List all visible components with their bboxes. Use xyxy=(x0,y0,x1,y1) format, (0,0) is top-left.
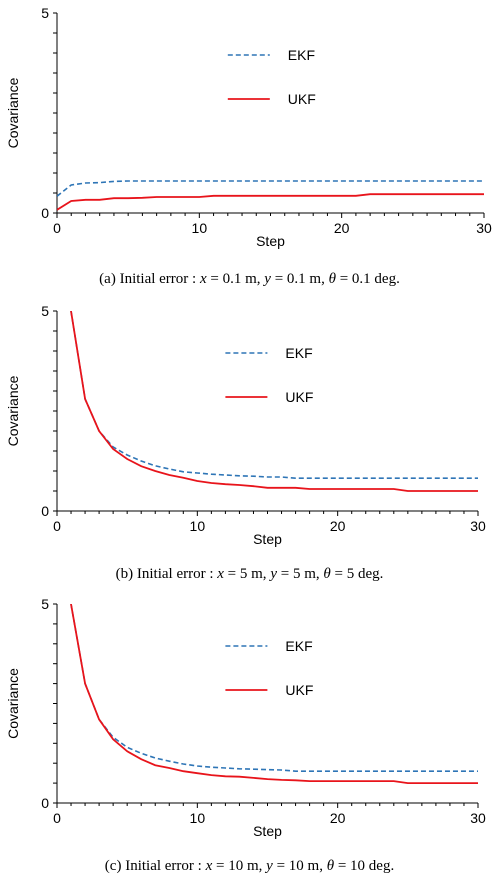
caption-var-theta: θ xyxy=(328,271,336,287)
caption-theta-value: = 0.1 deg. xyxy=(335,271,400,287)
x-tick-label: 20 xyxy=(334,220,350,236)
legend-label-ukf: UKF xyxy=(285,389,313,405)
chart-panel-c: 0 5 0 10 20 30 Step Covariance EKF UKF (c) Initia… xyxy=(0,590,499,884)
caption-var-x: x xyxy=(199,271,207,287)
series-line-ekf xyxy=(57,180,484,197)
chart-panel-b: 0 5 0 10 20 30 Step Covariance EKF UKF (b) Initia… xyxy=(0,300,499,590)
x-axis-title: Step xyxy=(256,233,285,249)
caption-x-value: = 10 m, xyxy=(212,858,267,874)
x-tick-label: 0 xyxy=(53,810,61,826)
y-axis-title: Covariance xyxy=(5,77,21,148)
caption-var-y: y xyxy=(264,271,271,287)
x-axis-title: Step xyxy=(253,531,282,547)
series-line-ukf xyxy=(57,193,484,211)
chart-b-svg: 0 5 0 10 20 30 Step Covariance EKF UKF xyxy=(5,303,486,547)
x-tick-label: 0 xyxy=(53,220,61,236)
x-tick-label: 10 xyxy=(190,518,206,534)
y-axis-title: Covariance xyxy=(5,668,21,739)
x-tick-label: 20 xyxy=(330,810,346,826)
caption-var-theta: θ xyxy=(323,566,331,582)
x-tick-label: 30 xyxy=(470,518,486,534)
chart-c-svg: 0 5 0 10 20 30 Step Covariance EKF UKF xyxy=(5,596,486,839)
caption-y-value: = 0.1 m, xyxy=(270,271,329,287)
legend-label-ukf: UKF xyxy=(285,682,313,698)
caption-a: (a) Initial error : x = 0.1 m, y = 0.1 m… xyxy=(0,271,499,288)
x-tick-label: 30 xyxy=(470,810,486,826)
chart-a-svg: 0 5 0 10 20 30 Step Covariance EKF UKF xyxy=(5,5,492,249)
caption-x-value: = 0.1 m, xyxy=(206,271,265,287)
caption-theta-value: = 5 deg. xyxy=(330,566,384,582)
legend-label-ekf: EKF xyxy=(288,47,315,63)
caption-var-y: y xyxy=(270,566,277,582)
caption-var-y: y xyxy=(266,858,273,874)
x-tick-label: 10 xyxy=(192,220,208,236)
y-tick-label: 5 xyxy=(41,303,49,319)
legend-label-ekf: EKF xyxy=(285,638,312,654)
x-tick-label: 20 xyxy=(330,518,346,534)
series-line-ekf xyxy=(70,604,478,772)
caption-theta-value: = 10 deg. xyxy=(334,858,395,874)
caption-b: (b) Initial error : x = 5 m, y = 5 m, θ … xyxy=(0,566,499,583)
y-tick-label: 5 xyxy=(41,5,49,21)
caption-x-value: = 5 m, xyxy=(223,566,271,582)
y-tick-label: 0 xyxy=(41,205,49,221)
caption-prefix: (b) Initial error : xyxy=(115,566,218,582)
series-line-ukf xyxy=(70,311,478,492)
caption-y-value: = 10 m, xyxy=(272,858,327,874)
series-line-ekf xyxy=(70,311,478,479)
legend-label-ekf: EKF xyxy=(285,345,312,361)
caption-var-x: x xyxy=(217,566,224,582)
caption-c: (c) Initial error : x = 10 m, y = 10 m, … xyxy=(0,858,499,875)
x-axis-title: Step xyxy=(253,823,282,839)
series-line-ukf xyxy=(70,604,478,785)
caption-prefix: (a) Initial error : xyxy=(99,271,200,287)
caption-var-theta: θ xyxy=(326,858,335,874)
y-tick-label: 0 xyxy=(41,503,49,519)
y-tick-label: 5 xyxy=(41,596,49,612)
y-tick-label: 0 xyxy=(41,795,49,811)
chart-panel-a: 0 5 0 10 20 30 Step Covariance EKF UKF (a) Initia… xyxy=(0,0,499,300)
x-tick-label: 30 xyxy=(476,220,492,236)
caption-prefix: (c) Initial error : xyxy=(104,858,206,874)
x-tick-label: 0 xyxy=(53,518,61,534)
caption-var-x: x xyxy=(205,858,213,874)
y-axis-title: Covariance xyxy=(5,375,21,446)
legend-label-ukf: UKF xyxy=(288,91,316,107)
x-tick-label: 10 xyxy=(190,810,206,826)
caption-y-value: = 5 m, xyxy=(276,566,324,582)
